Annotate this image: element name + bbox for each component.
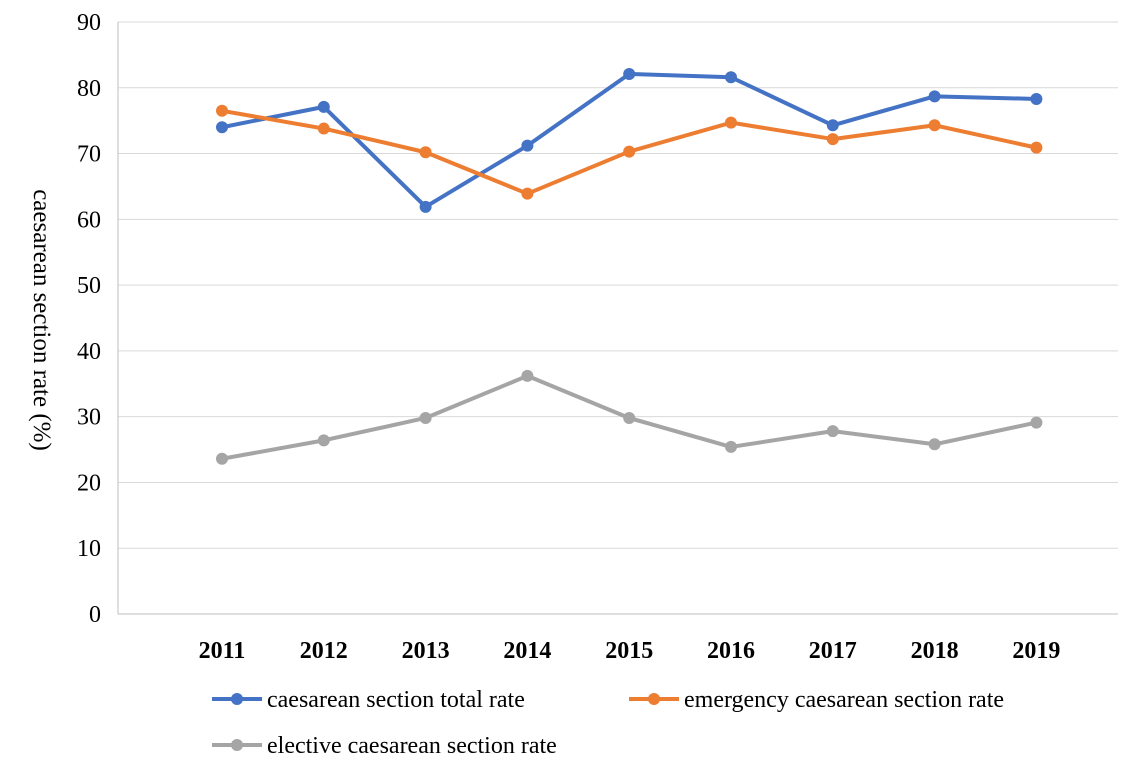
data-point [826,119,839,132]
y-tick-label: 40 [77,339,101,365]
series-2 [216,104,1043,200]
x-tick-label: 2011 [199,638,246,664]
series-1 [216,67,1043,213]
data-point [725,440,737,453]
data-point [419,411,432,424]
axes [117,22,1118,615]
legend-entry: emergency caesarean section rate [629,687,1004,713]
data-point [216,104,228,117]
data-point [317,434,330,447]
data-point [521,369,534,382]
data-point [317,122,330,135]
data-point [419,200,432,213]
x-tick-label: 2016 [707,638,755,664]
data-point [521,187,534,200]
data-point [928,438,941,451]
legend-label: caesarean section total rate [267,687,525,713]
data-point [317,100,330,113]
data-point [1030,92,1043,105]
y-tick-label: 30 [77,405,101,431]
y-tick-label: 60 [77,207,101,233]
data-point [725,116,737,129]
data-point [216,121,228,134]
data-point [826,425,839,438]
y-tick-label: 80 [77,76,101,102]
data-point [725,71,737,84]
y-tick-label: 50 [77,273,101,299]
x-tick-labels: 2011 2012 2013 2014 2015 2016 2017 2018 2019 [199,638,1061,664]
legend-entry: caesarean section total rate [212,687,525,713]
data-point [419,146,432,159]
data-point [623,145,636,158]
data-point [1030,416,1043,429]
series-3 [216,369,1043,465]
x-tick-label: 2013 [402,638,450,664]
y-tick-label: 70 [77,142,101,168]
x-tick-label: 2014 [503,638,551,664]
data-point [826,133,839,146]
legend: caesarean section total rate emergency ca… [212,687,1004,758]
legend-label: emergency caesarean section rate [684,687,1004,713]
y-tick-label: 0 [89,602,101,628]
data-point [521,139,534,152]
x-tick-label: 2015 [605,638,653,664]
legend-entry: elective caesarean section rate [212,733,557,758]
data-point [623,67,636,80]
data-point [216,452,228,465]
data-point [928,90,941,103]
data-point [623,411,636,424]
x-tick-label: 2019 [1012,638,1060,664]
data-point [928,119,941,132]
legend-swatch-marker [648,693,660,705]
y-tick-labels: 0 10 20 30 40 50 60 70 80 90 [77,10,101,628]
y-tick-label: 10 [77,536,101,562]
y-tick-label: 20 [77,470,101,496]
x-tick-label: 2018 [911,638,959,664]
series-lines [216,67,1043,465]
legend-label: elective caesarean section rate [267,733,557,758]
legend-swatch-marker [231,739,243,751]
legend-swatch-marker [231,693,243,705]
series-line [221,71,1037,209]
x-tick-label: 2012 [300,638,348,664]
grid-lines [118,21,1118,549]
x-tick-label: 2017 [809,638,857,664]
data-point [1030,141,1043,154]
y-tick-label: 90 [77,10,101,36]
y-axis-label: caesarean section rate (%) [28,189,55,451]
